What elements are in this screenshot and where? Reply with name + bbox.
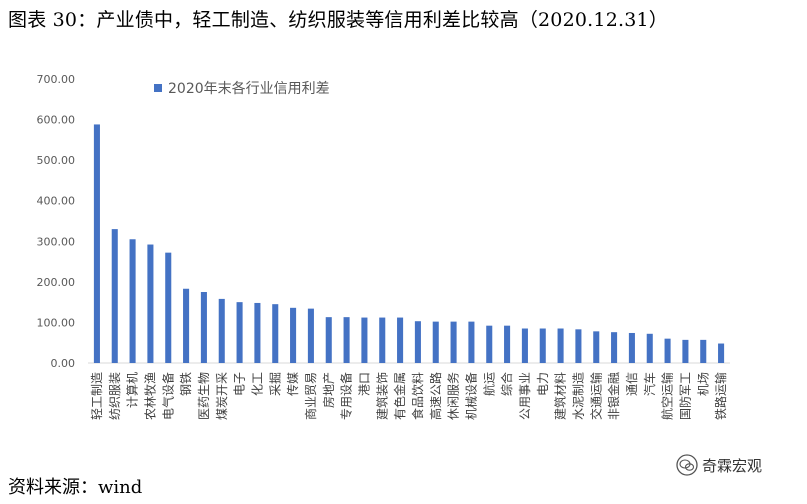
x-tick-label: 采掘 [267, 372, 282, 396]
bar [682, 339, 689, 363]
x-tick-label: 专用设备 [339, 372, 354, 420]
bar [183, 288, 190, 363]
x-tick-label: 纺织服装 [108, 372, 122, 420]
x-tick-label: 机械设备 [463, 372, 478, 420]
bar [129, 239, 136, 363]
x-tick-label: 汽车 [642, 372, 657, 396]
bar [93, 124, 100, 363]
bar [539, 328, 546, 363]
bar [504, 325, 511, 363]
x-tick-label: 通信 [625, 372, 639, 396]
y-tick-label: 100.00 [37, 316, 76, 329]
x-tick-label: 航运 [481, 372, 496, 396]
bar [575, 329, 582, 363]
bar [343, 317, 350, 363]
bar [236, 302, 243, 363]
bar [200, 292, 207, 363]
bar [379, 317, 386, 363]
y-tick-label: 700.00 [37, 73, 76, 86]
chart-title: 图表 30：产业债中，轻工制造、纺织服装等信用利差比较高（2020.12.31） [8, 9, 669, 31]
x-tick-label: 公用事业 [518, 372, 532, 420]
bar [290, 307, 297, 363]
bar [700, 339, 707, 363]
bar [718, 343, 725, 363]
x-tick-label: 建筑装饰 [374, 372, 389, 420]
x-tick-label: 计算机 [125, 372, 140, 408]
x-tick-label: 钢铁 [179, 372, 193, 396]
x-tick-label: 商业贸易 [303, 372, 318, 420]
bar [664, 338, 671, 363]
brand-name: 奇霖宏观 [702, 456, 763, 475]
bar [557, 328, 564, 363]
brand-watermark: 奇霖宏观 [676, 452, 762, 478]
bar [450, 321, 457, 363]
x-tick-label: 有色金属 [392, 372, 407, 420]
y-tick-label: 400.00 [37, 195, 76, 208]
legend-swatch [154, 84, 162, 92]
x-tick-label: 铁路运输 [713, 372, 728, 420]
x-tick-label: 电子 [233, 372, 247, 396]
x-tick-label: 综合 [499, 372, 514, 396]
x-tick-label: 水泥制造 [571, 372, 585, 420]
x-tick-label: 传媒 [285, 372, 300, 396]
bar [521, 328, 528, 363]
x-tick-label: 化工 [250, 372, 264, 396]
y-tick-label: 0.00 [51, 357, 76, 370]
bar [165, 252, 172, 363]
x-tick-label: 航空运输 [660, 372, 675, 420]
x-tick-label: 休闲服务 [446, 372, 461, 420]
x-tick-label: 机场 [696, 372, 710, 396]
y-tick-label: 300.00 [37, 235, 76, 248]
x-tick-label: 医药生物 [197, 372, 211, 420]
x-tick-label: 煤炭开采 [215, 372, 229, 420]
x-tick-label: 建筑材料 [553, 372, 568, 420]
bar [361, 317, 368, 363]
bar [611, 332, 618, 363]
x-tick-label: 食品饮料 [410, 372, 425, 420]
bar [325, 317, 332, 363]
bar [397, 317, 404, 363]
bar [218, 298, 225, 363]
bar [254, 302, 261, 363]
x-tick-label: 交通运输 [588, 372, 603, 420]
bar [307, 308, 314, 363]
x-tick-label: 轻工制造 [90, 372, 104, 420]
x-tick-label: 非银金融 [606, 372, 621, 420]
bar [432, 321, 439, 363]
x-tick-label: 电气设备 [160, 372, 175, 420]
bar [111, 229, 118, 363]
x-tick-label: 国防军工 [677, 372, 692, 420]
bar [468, 321, 475, 363]
bar [147, 244, 154, 363]
source-note: 资料来源：wind [8, 477, 143, 498]
legend-label: 2020年末各行业信用利差 [168, 81, 330, 97]
bar [486, 325, 493, 363]
y-tick-label: 600.00 [37, 114, 76, 127]
bar [628, 332, 635, 363]
y-tick-label: 200.00 [37, 276, 76, 289]
x-tick-label: 农林牧渔 [143, 372, 157, 420]
bar [414, 321, 421, 363]
bar [272, 304, 279, 363]
x-tick-label: 房地产 [321, 372, 336, 408]
bar [646, 333, 653, 363]
bar [593, 331, 600, 363]
x-tick-label: 港口 [357, 372, 371, 396]
x-tick-label: 高速公路 [428, 372, 443, 420]
y-tick-label: 500.00 [37, 154, 76, 167]
x-tick-label: 电力 [536, 372, 550, 396]
wechat-logo-icon [676, 454, 698, 476]
